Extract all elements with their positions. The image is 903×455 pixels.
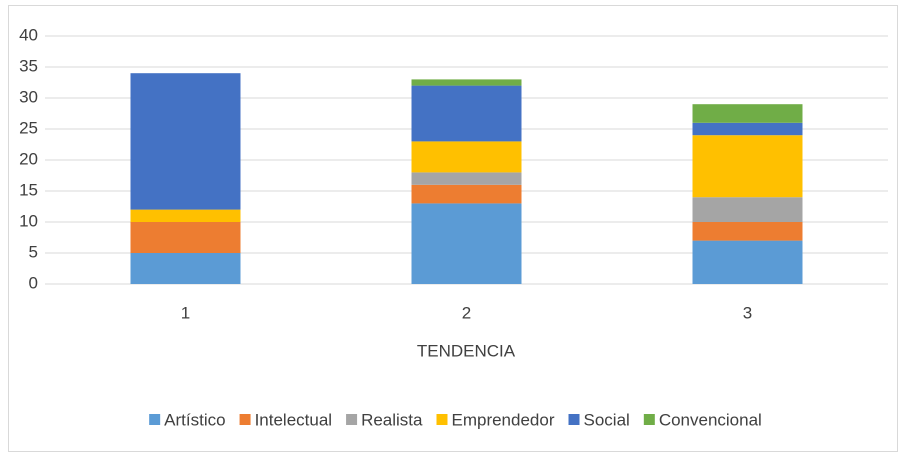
x-tick-label: 1	[181, 303, 190, 322]
legend-label: Emprendedor	[451, 410, 554, 429]
y-tick-label: 10	[19, 211, 38, 230]
bar-segment	[692, 222, 803, 241]
y-tick-label: 30	[19, 87, 38, 106]
legend-swatch	[568, 414, 580, 425]
y-tick-label: 0	[29, 273, 38, 292]
y-tick-label: 20	[19, 149, 38, 168]
x-axis-label: TENDENCIA	[417, 341, 516, 360]
legend-swatch	[149, 414, 161, 425]
bar-segment	[411, 172, 522, 185]
legend-label: Artístico	[164, 410, 225, 429]
bar-segment	[411, 203, 522, 284]
bar-segment	[411, 79, 522, 86]
legend-label: Social	[584, 410, 630, 429]
legend-label: Convencional	[659, 410, 762, 429]
bar-segment	[692, 135, 803, 198]
legend-swatch	[346, 414, 358, 425]
bar-segment	[692, 197, 803, 222]
bar-segment	[130, 253, 241, 284]
y-tick-label: 35	[19, 56, 38, 75]
y-tick-label: 5	[29, 242, 38, 261]
y-tick-label: 25	[19, 118, 38, 137]
legend-swatch	[436, 414, 448, 425]
bar-segment	[130, 209, 241, 222]
bar-segment	[692, 240, 803, 284]
y-tick-label: 15	[19, 180, 38, 199]
bar-segment	[692, 122, 803, 136]
bar-segment	[411, 85, 522, 142]
legend-label: Realista	[361, 410, 423, 429]
bar-segment	[130, 73, 241, 210]
x-tick-label: 2	[462, 303, 471, 322]
bar-segment	[692, 104, 803, 123]
legend-label: Intelectual	[255, 410, 333, 429]
bar-segment	[411, 184, 522, 204]
y-tick-label: 40	[19, 25, 38, 44]
legend-swatch	[239, 414, 251, 425]
x-tick-label: 3	[743, 303, 752, 322]
bar-segment	[130, 222, 241, 253]
bar-segment	[411, 141, 522, 173]
legend-swatch	[643, 414, 655, 425]
